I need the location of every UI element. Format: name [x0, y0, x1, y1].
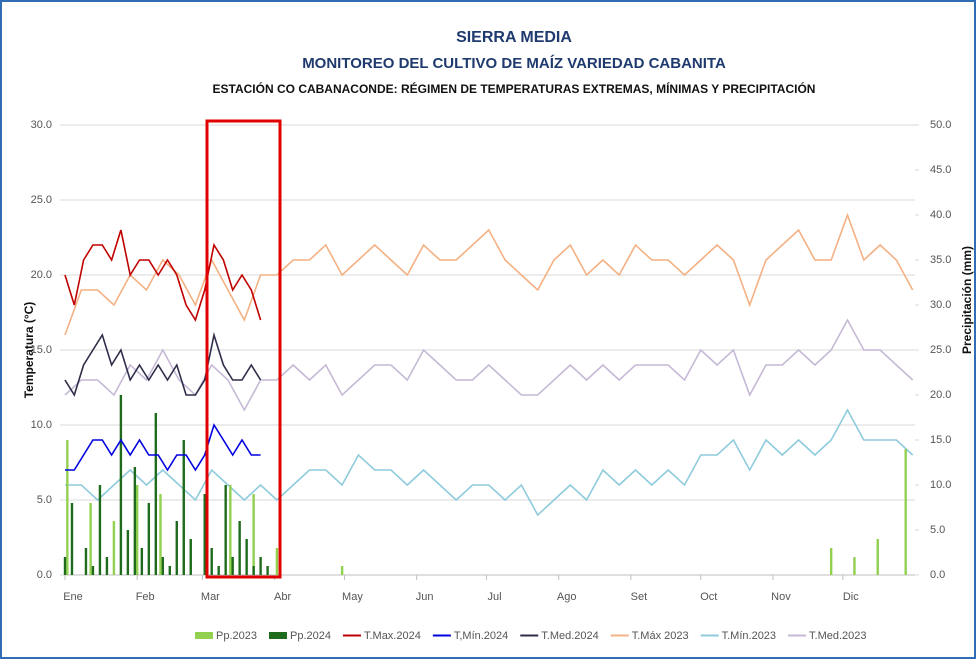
chart-subtitle-2: ESTACIÓN CO CABANACONDE: RÉGIMEN DE TEMP…: [213, 81, 816, 96]
bar: [224, 485, 227, 575]
bar: [126, 530, 130, 575]
y2-tick-label: 20.0: [930, 389, 951, 401]
bar: [340, 566, 344, 575]
bar: [275, 548, 279, 575]
bar: [238, 521, 241, 575]
x-tick-label: Jul: [487, 591, 501, 603]
legend-label: T.Med.2023: [809, 630, 866, 642]
highlight-box: [205, 119, 282, 579]
bar: [853, 557, 856, 575]
bar: [252, 566, 255, 575]
y2-tick-label: 25.0: [930, 344, 951, 356]
bar: [105, 557, 109, 575]
legend-swatch: [268, 632, 287, 639]
bar: [89, 503, 92, 575]
y-tick-label: 5.0: [37, 494, 52, 506]
bar: [161, 557, 165, 575]
y-tick-label: 10.0: [31, 419, 52, 431]
y2-tick-label: 15.0: [930, 434, 951, 446]
bar: [229, 485, 232, 575]
bar: [112, 521, 116, 575]
y2-tick-label: 0.0: [930, 569, 945, 581]
y-tick-label: 15.0: [31, 344, 52, 356]
bar: [876, 539, 879, 575]
bar: [84, 548, 88, 575]
y2-tick-label: 50.0: [930, 119, 951, 131]
x-tick-label: Dic: [843, 591, 859, 603]
y-tick-label: 25.0: [31, 194, 52, 206]
y2-axis-label: Precipitación (mm): [960, 246, 974, 354]
x-tick-label: Feb: [136, 591, 155, 603]
line: [64, 331, 262, 397]
bar: [168, 566, 171, 575]
y2-tick-label: 5.0: [930, 524, 945, 536]
bar: [217, 566, 220, 575]
y2-tick-label: 10.0: [930, 479, 951, 491]
x-tick-label: Abr: [274, 591, 291, 603]
bar: [98, 485, 102, 575]
y2-tick-label: 40.0: [930, 209, 951, 221]
bar: [63, 557, 67, 575]
bar: [159, 494, 162, 575]
bar: [259, 557, 262, 575]
y2-tick-label: 35.0: [930, 254, 951, 266]
chart-subtitle: MONITOREO DEL CULTIVO DE MAÍZ VARIEDAD C…: [302, 55, 726, 72]
bar: [203, 494, 206, 575]
line: [64, 229, 262, 322]
bar: [154, 413, 158, 575]
y-axis-label: Temperatura (°C): [22, 302, 36, 399]
bar: [66, 440, 69, 575]
grid: 0.0 5.0 10.0 15.0 20.0 25.0 30.0 0.0 5.0 10.0 15.0…: [31, 119, 952, 603]
bar: [147, 503, 151, 575]
line: [65, 423, 261, 472]
x-tick-label: Jun: [416, 591, 434, 603]
chart-title: SIERRA MEDIA: [456, 29, 572, 46]
y-tick-label: 20.0: [31, 269, 52, 281]
bar: [189, 539, 192, 575]
bar: [175, 521, 178, 575]
bar: [135, 485, 139, 575]
legend-label: T.Max.2024: [364, 630, 421, 642]
bar: [210, 548, 213, 575]
bar: [245, 539, 248, 575]
bar: [119, 395, 123, 575]
x-tick-label: Mar: [201, 591, 220, 603]
legend: Pp.2023 Pp.2024 T.Max.2024 T,Mín.2024 T.Med.…: [195, 630, 867, 642]
y-tick-label: 0.0: [37, 569, 52, 581]
legend-label: T,Mín.2024: [454, 630, 508, 642]
y2-tick-label: 45.0: [930, 164, 951, 176]
bar: [904, 449, 907, 575]
legend-label: Pp.2024: [290, 630, 331, 642]
x-tick-label: May: [342, 591, 363, 603]
legend-label: T.Mín.2023: [722, 630, 776, 642]
bar: [266, 566, 269, 575]
legend-label: T.Med.2024: [541, 630, 598, 642]
bar: [231, 557, 234, 575]
bar: [70, 503, 74, 575]
bar: [140, 548, 144, 575]
legend-swatch: [195, 632, 213, 639]
bar: [133, 467, 137, 575]
x-tick-label: Set: [631, 591, 648, 603]
x-tick-label: Ene: [63, 591, 83, 603]
x-tick-label: Oct: [700, 591, 717, 603]
legend-label: Pp.2023: [216, 630, 257, 642]
y2-tick-label: 30.0: [930, 299, 951, 311]
bar: [252, 494, 255, 575]
y-tick-label: 30.0: [31, 119, 52, 131]
bar: [829, 548, 833, 575]
bar: [182, 440, 185, 575]
x-tick-label: Nov: [771, 591, 791, 603]
bar: [91, 566, 95, 575]
legend-label: T.Máx 2023: [632, 630, 689, 642]
x-tick-label: Ago: [557, 591, 577, 603]
